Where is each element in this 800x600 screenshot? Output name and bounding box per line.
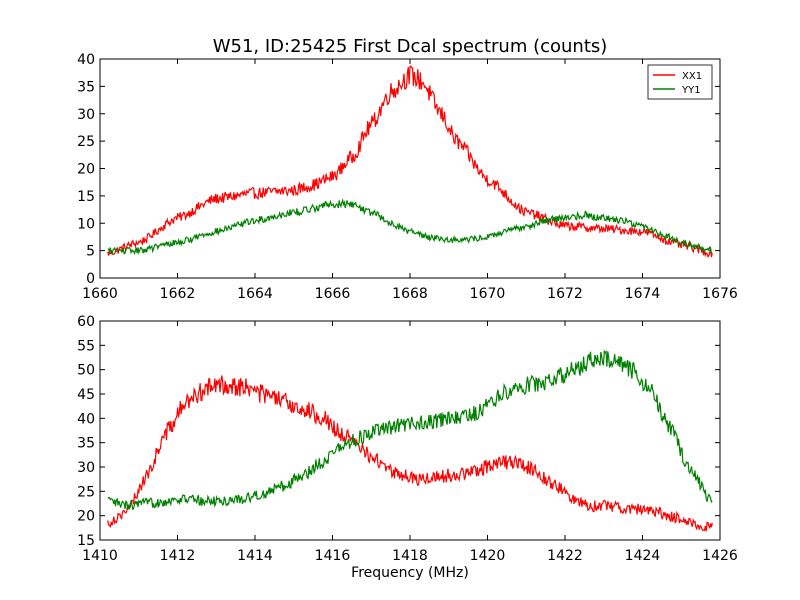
x-tick-label: 1676 [702,286,738,302]
x-tick-label: 1422 [547,548,583,564]
series-line-xx1 [107,65,713,258]
x-tick-label: 1674 [625,286,661,302]
x-tick-label: 1418 [392,548,428,564]
series-line-yy1 [107,198,713,256]
plot-area [107,65,713,258]
y-tick-label: 25 [77,484,95,500]
x-tick-label: 1414 [237,548,273,564]
y-tick-label: 60 [77,314,95,330]
plot-area [107,349,713,532]
y-tick-label: 15 [77,189,95,205]
y-tick-label: 55 [77,338,95,354]
y-tick-label: 15 [77,533,95,549]
y-tick-label: 40 [77,52,95,68]
y-tick-label: 45 [77,387,95,403]
y-tick-label: 35 [77,436,95,452]
y-tick-label: 20 [77,509,95,525]
y-tick-label: 5 [86,244,95,260]
y-tick-label: 30 [77,107,95,123]
y-tick-label: 25 [77,134,95,150]
y-tick-label: 40 [77,411,95,427]
y-tick-label: 35 [77,79,95,95]
legend-label-yy1: YY1 [681,85,701,96]
x-tick-label: 1424 [625,548,661,564]
bottom-spectrum-panel: 1410 1412 1414 1416 1418 1420 1422 1424 1426 15 20… [77,314,738,564]
x-tick-label: 1662 [160,286,196,302]
y-tick-label: 30 [77,460,95,476]
y-tick-label: 50 [77,363,95,379]
x-tick-label: 1668 [392,286,428,302]
series-line-yy1 [107,349,713,511]
y-tick-label: 10 [77,216,95,232]
x-tick-label: 1426 [702,548,738,564]
x-tick-label: 1666 [315,286,351,302]
y-tick-label: 0 [86,271,95,287]
x-tick-label: 1410 [82,548,118,564]
x-axis-label: Frequency (MHz) [351,565,469,581]
x-tick-label: 1660 [82,286,118,302]
y-tick-label: 20 [77,162,95,178]
legend-label-xx1: XX1 [682,71,702,82]
top-spectrum-panel: 1660 1662 1664 1666 1668 1670 1672 1674 1676 0 5 10… [77,52,738,302]
x-tick-label: 1672 [547,286,583,302]
x-tick-label: 1416 [315,548,351,564]
x-tick-label: 1670 [470,286,506,302]
x-tick-label: 1420 [470,548,506,564]
x-tick-label: 1664 [237,286,273,302]
series-line-xx1 [107,375,713,532]
chart-title: W51, ID:25425 First Dcal spectrum (count… [213,36,608,57]
legend-box [647,64,713,100]
x-tick-label: 1412 [160,548,196,564]
